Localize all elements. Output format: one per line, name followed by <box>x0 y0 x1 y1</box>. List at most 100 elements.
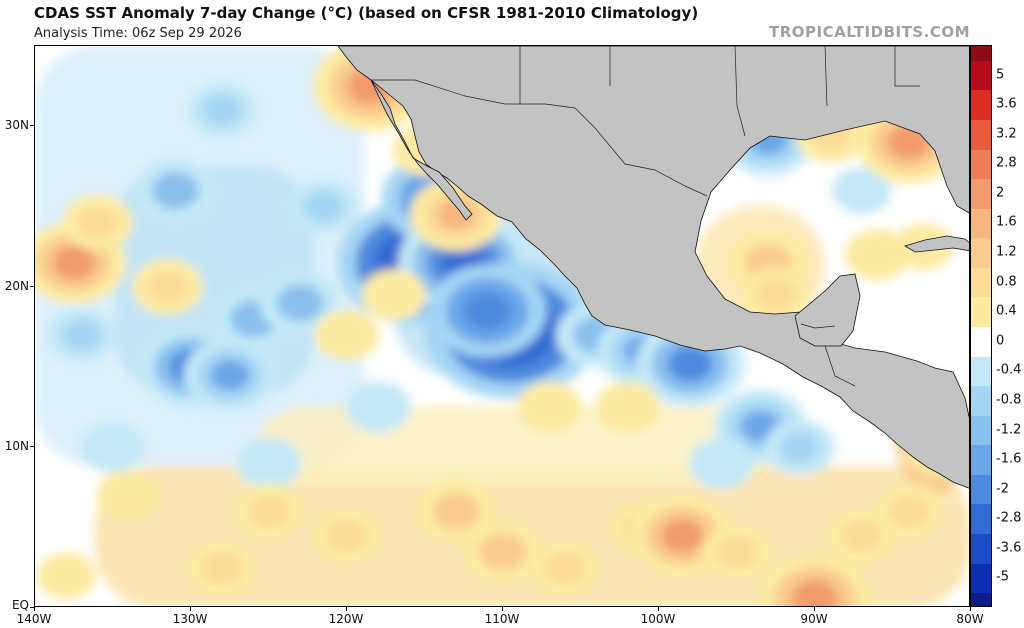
warming-feature <box>132 259 203 315</box>
colorbar-label: -1.6 <box>996 451 1022 467</box>
warming-feature <box>873 483 944 540</box>
color-scale-bar <box>970 45 992 607</box>
colorbar-label: -2 <box>996 481 1009 497</box>
colorbar-cell <box>971 534 991 565</box>
longitude-label: 120W <box>328 612 364 626</box>
colorbar-cell <box>971 474 991 505</box>
colorbar-label: -5 <box>996 569 1009 585</box>
colorbar-cell <box>971 90 991 121</box>
warming-feature <box>36 552 96 600</box>
latitude-tick <box>30 446 34 448</box>
warming-feature <box>517 381 583 433</box>
colorbar-cell <box>971 445 991 476</box>
land-layer <box>337 46 969 489</box>
colorbar-cell <box>971 297 991 328</box>
cooling-feature <box>236 437 302 490</box>
cooling-feature <box>832 167 892 214</box>
colorbar-label: -1.2 <box>996 422 1022 438</box>
land-north-america <box>337 46 969 489</box>
longitude-tick <box>346 607 347 611</box>
warming-feature <box>845 229 910 281</box>
cooling-feature <box>764 419 835 476</box>
longitude-tick <box>970 607 971 611</box>
longitude-label: 110W <box>484 612 520 626</box>
colorbar-cell <box>971 356 991 387</box>
cooling-feature <box>689 437 754 490</box>
colorbar-cell <box>971 267 991 298</box>
colorbar-cell <box>971 119 991 151</box>
colorbar-label: 0 <box>996 333 1005 349</box>
colorbar-label: -2.8 <box>996 510 1022 526</box>
longitude-label: 130W <box>172 612 208 626</box>
map-canvas <box>35 46 969 606</box>
colorbar-label: -0.4 <box>996 362 1022 378</box>
colorbar-cell <box>971 415 991 446</box>
land-yucatan <box>794 273 861 347</box>
colorbar-cell <box>971 60 991 91</box>
latitude-tick <box>30 285 34 287</box>
map-title: CDAS SST Anomaly 7-day Change (°C) (base… <box>34 4 699 22</box>
cooling-feature <box>134 158 217 223</box>
cooling-feature <box>428 264 547 358</box>
warming-feature <box>361 269 427 321</box>
colorbar-label: 3.2 <box>996 126 1017 142</box>
colorbar-label: 0.8 <box>996 274 1017 290</box>
warming-feature <box>187 540 258 596</box>
cooling-feature <box>259 270 341 336</box>
cooling-feature <box>288 178 359 235</box>
source-credit: TROPICALTIDBITS.COM <box>769 23 970 41</box>
colorbar-cell <box>971 149 991 180</box>
longitude-tick <box>502 607 503 611</box>
colorbar-cell <box>971 208 991 239</box>
cooling-feature <box>183 338 277 412</box>
longitude-tick <box>658 607 659 611</box>
warming-feature <box>701 524 773 580</box>
colorbar-label: 2.8 <box>996 155 1017 171</box>
warming-feature <box>462 519 544 584</box>
cooling-feature <box>46 307 117 363</box>
country-borders <box>371 46 920 387</box>
longitude-tick <box>814 607 815 611</box>
colorbar-cell <box>971 504 991 535</box>
latitude-tick <box>30 125 34 127</box>
warming-feature <box>740 267 812 323</box>
longitude-tick <box>190 607 191 611</box>
colorbar-label: 1.2 <box>996 244 1017 260</box>
land-baja-california <box>370 79 473 221</box>
sst-anomaly-map <box>34 45 970 607</box>
warming-feature <box>96 470 161 522</box>
analysis-time: Analysis Time: 06z Sep 29 2026 <box>34 26 242 41</box>
colorbar-cell <box>971 179 991 210</box>
latitude-tick <box>30 607 34 608</box>
colorbar-label: -3.6 <box>996 540 1022 556</box>
colorbar-cell <box>971 593 991 606</box>
colorbar-cell <box>971 327 991 358</box>
cooling-feature <box>80 421 146 474</box>
colorbar-label: 1.6 <box>996 214 1017 230</box>
longitude-label: 80W <box>956 612 984 626</box>
warming-feature <box>530 540 601 596</box>
colorbar-label: 3.6 <box>996 96 1017 112</box>
cooling-feature <box>345 381 411 433</box>
latitude-label: 30N <box>4 118 29 133</box>
land-cuba <box>904 235 969 253</box>
longitude-tick <box>34 607 35 611</box>
warming-feature <box>595 381 661 433</box>
latitude-label: EQ <box>11 598 29 612</box>
colorbar-cell <box>971 238 991 269</box>
cooling-feature <box>187 82 258 139</box>
colorbar-label: 5 <box>996 67 1005 83</box>
warming-feature <box>311 507 383 564</box>
anomaly-field <box>35 46 969 606</box>
colorbar-label: 0.4 <box>996 303 1017 319</box>
warming-feature <box>233 483 305 540</box>
latitude-label: 10N <box>4 439 29 454</box>
longitude-label: 140W <box>16 612 52 626</box>
longitude-label: 90W <box>800 612 828 626</box>
longitude-label: 100W <box>640 612 676 626</box>
warming-feature <box>62 194 133 251</box>
warming-feature <box>757 552 873 606</box>
colorbar-label: -0.8 <box>996 392 1022 408</box>
warming-feature <box>314 309 380 361</box>
colorbar-cell <box>971 386 991 417</box>
